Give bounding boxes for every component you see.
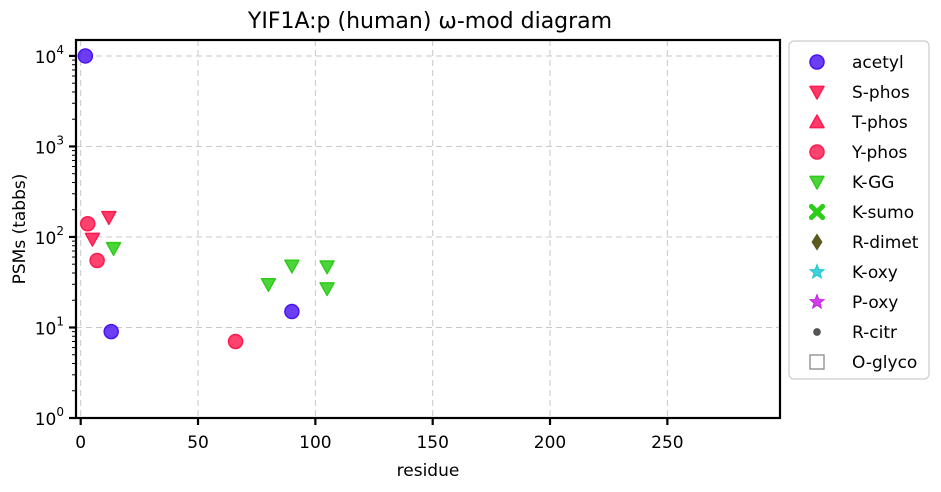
legend: acetyl S-phos T-phos Y-phos K-GG K-sumo R-dime… <box>788 40 930 380</box>
data-point-y-phos <box>79 215 96 232</box>
y-tick-label: 103 <box>35 133 64 158</box>
data-point-acetyl <box>103 323 119 340</box>
y-tick-label: 100 <box>35 405 64 430</box>
data-point-s-phos <box>84 232 101 247</box>
x-axis-label: residue <box>397 461 460 481</box>
y-tick-base: 10 <box>35 48 57 68</box>
legend-label-o-glyco: O-glyco <box>852 353 917 373</box>
data-point-y-phos <box>89 252 105 269</box>
data-point-acetyl <box>284 303 300 320</box>
data-point-k-gg <box>260 277 277 293</box>
data-point-s-phos <box>101 210 117 226</box>
y-tick-label: 104 <box>35 43 64 68</box>
legend-label-k-oxy: K-oxy <box>852 263 898 283</box>
legend-marker-k-sumo <box>808 203 826 221</box>
chart-title: YIF1A:p (human) ω-mod diagram <box>247 9 612 34</box>
y-tick-label: 101 <box>35 314 64 339</box>
legend-label-acetyl: acetyl <box>852 53 904 73</box>
y-tick-base: 10 <box>35 229 57 249</box>
plot-frame <box>74 38 782 420</box>
y-tick-base: 10 <box>35 319 57 339</box>
y-tick-base: 10 <box>35 410 57 430</box>
x-tick-label: 0 <box>75 433 86 453</box>
data-points <box>77 48 335 350</box>
data-point-k-gg <box>284 259 300 274</box>
legend-marker-s-phos <box>809 85 825 100</box>
y-tick-exponent: 2 <box>56 224 64 238</box>
data-point-y-phos <box>227 333 244 350</box>
x-tick-label: 100 <box>299 433 331 453</box>
legend-label-r-dimet: R-dimet <box>852 233 919 253</box>
legend-marker-t-phos <box>809 114 825 129</box>
legend-label-k-sumo: K-sumo <box>852 203 914 223</box>
legend-marker-k-oxy <box>808 263 826 280</box>
data-point-acetyl <box>77 48 94 64</box>
legend-label-r-citr: R-citr <box>852 323 897 343</box>
y-axis-label: PSMs (tabbs) <box>10 174 30 285</box>
legend-label-t-phos: T-phos <box>851 113 908 133</box>
y-tick-exponent: 4 <box>56 43 64 57</box>
x-tick-label: 250 <box>651 433 683 453</box>
legend-marker-k-gg <box>809 175 825 190</box>
y-tick-exponent: 1 <box>56 314 64 328</box>
legend-marker-y-phos <box>809 144 825 160</box>
legend-marker-r-citr <box>813 328 821 336</box>
grid <box>76 40 780 418</box>
legend-marker-r-dimet <box>811 233 823 251</box>
legend-label-p-oxy: P-oxy <box>852 293 898 313</box>
legend-marker-o-glyco <box>809 354 825 370</box>
x-tick-label: 200 <box>534 433 566 453</box>
data-point-k-gg <box>105 241 122 257</box>
data-point-k-gg <box>319 282 335 297</box>
legend-marker-acetyl <box>809 54 825 70</box>
legend-marker-p-oxy <box>808 293 826 310</box>
legend-label-k-gg: K-GG <box>852 173 894 193</box>
data-point-k-gg <box>319 260 335 275</box>
y-tick-exponent: 3 <box>56 133 64 147</box>
legend-box <box>788 40 930 380</box>
legend-label-s-phos: S-phos <box>852 83 910 103</box>
y-tick-exponent: 0 <box>56 405 64 419</box>
x-tick-label: 150 <box>416 433 448 453</box>
x-tick-label: 50 <box>187 433 209 453</box>
legend-label-y-phos: Y-phos <box>851 143 907 163</box>
y-tick-label: 102 <box>35 224 64 249</box>
y-tick-base: 10 <box>35 138 57 158</box>
